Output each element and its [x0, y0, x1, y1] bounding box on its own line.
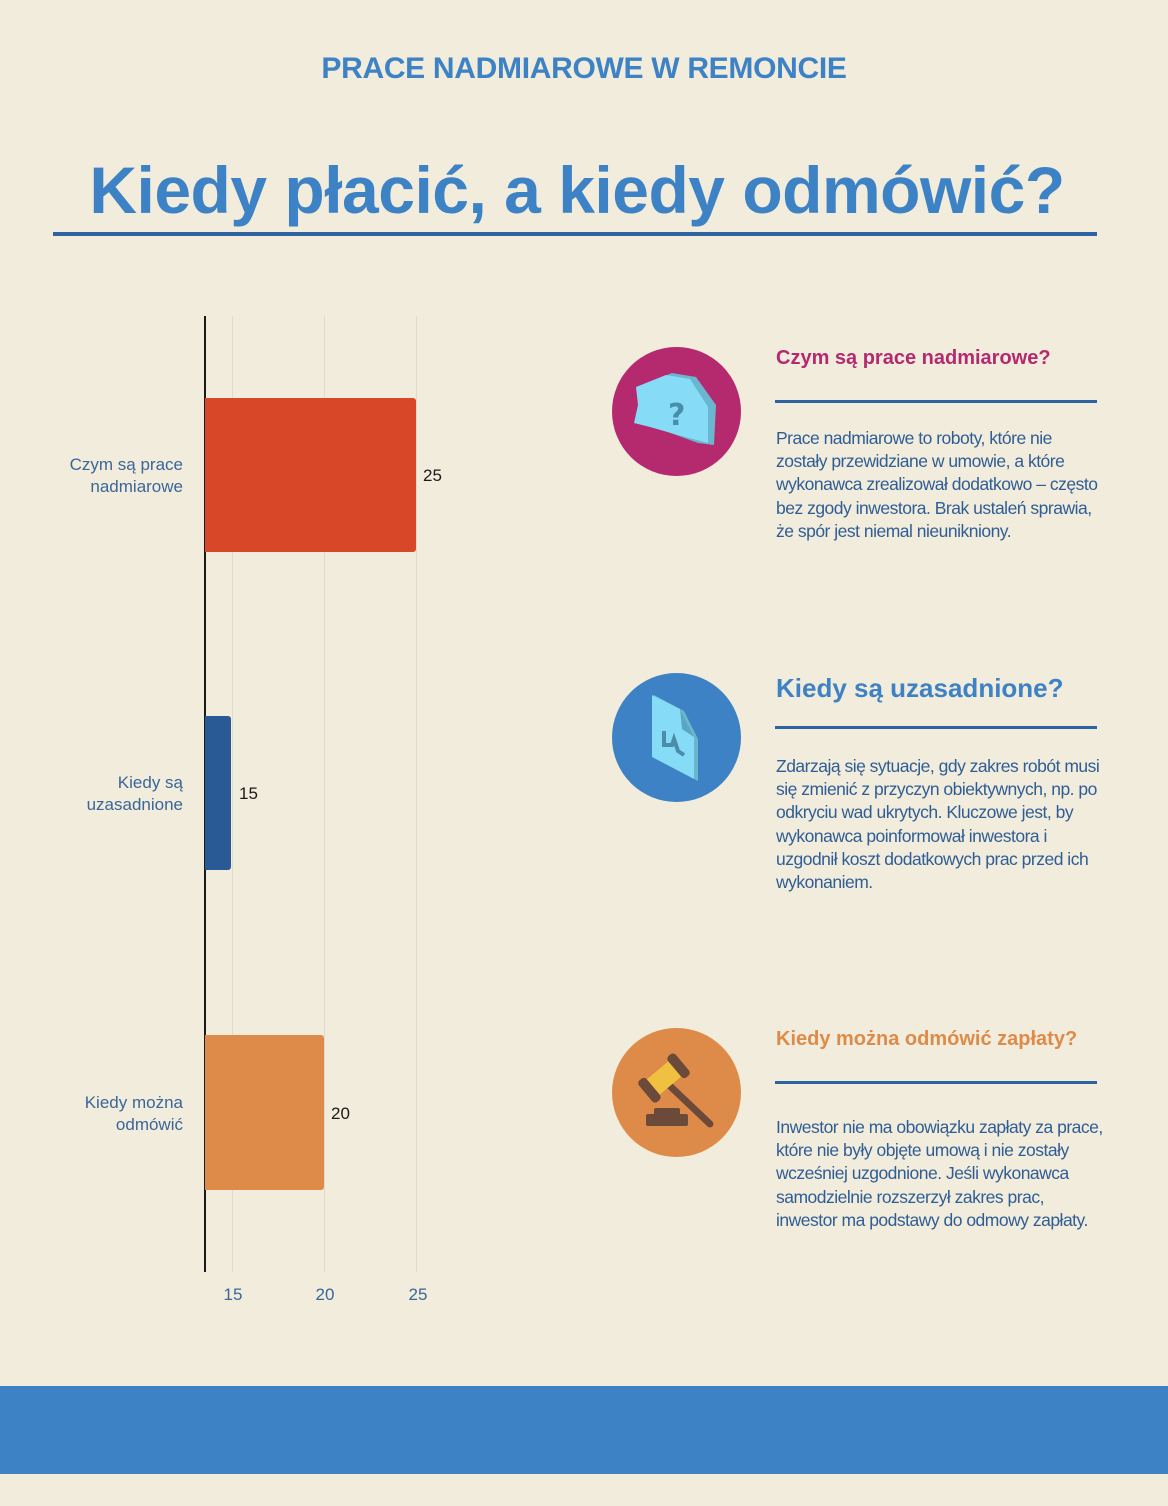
svg-text:?: ?: [668, 398, 685, 433]
category-label-line: Kiedy można: [84, 1093, 183, 1112]
section-title: Kiedy można odmówić zapłaty?: [776, 1028, 1078, 1050]
category-label-line: uzasadnione: [86, 795, 183, 814]
category-label: Kiedy można odmówić: [13, 1092, 183, 1136]
section-divider: [775, 726, 1097, 729]
bar-kiedy-uzasadnione: [205, 716, 231, 870]
category-label-line: Kiedy są: [117, 773, 183, 792]
section-divider: [775, 1081, 1097, 1084]
x-tick-label: 20: [315, 1285, 335, 1304]
title-underline: [53, 232, 1097, 236]
section-divider: [775, 400, 1097, 403]
gridline-25: [416, 316, 417, 1272]
footer-band: [0, 1386, 1168, 1474]
bar-value-label: 15: [239, 784, 258, 803]
gridline-15: [232, 316, 233, 1272]
x-tick-label: 15: [223, 1285, 243, 1304]
section-title: Kiedy są uzasadnione?: [776, 673, 1064, 703]
bar-kiedy-odmowic: [205, 1035, 324, 1190]
section-kiedy-odmowic: Kiedy można odmówić zapłaty? Inwestor ni…: [612, 1028, 1112, 1258]
gavel-icon: [612, 1028, 741, 1157]
section-czym-sa: ? Czym są prace nadmiarowe? Prace nadmia…: [612, 347, 1112, 577]
category-label-line: nadmiarowe: [90, 477, 183, 496]
category-label-line: odmówić: [115, 1115, 183, 1134]
section-body: Inwestor nie ma obowiązku zapłaty za pra…: [776, 1117, 1103, 1230]
section-kiedy-uzasadnione: Kiedy są uzasadnione? Zdarzają się sytua…: [612, 673, 1112, 923]
section-title: Czym są prace nadmiarowe?: [776, 347, 1051, 369]
question-stone-icon: ?: [612, 347, 741, 476]
document-signature-icon: [612, 673, 741, 802]
page-title: Kiedy płacić, a kiedy odmówić?: [89, 153, 1065, 227]
bar-value-label: 20: [331, 1104, 350, 1123]
x-tick-label: 25: [408, 1285, 428, 1304]
bar-chart: Czym są prace nadmiarowe 25 Kiedy są uza…: [0, 300, 560, 1320]
bar-value-label: 25: [423, 466, 442, 485]
section-body: Zdarzają się sytuacje, gdy zakres robót …: [776, 756, 1100, 893]
section-body: Prace nadmiarowe to roboty, które nie zo…: [776, 428, 1098, 541]
category-label-line: Czym są prace: [69, 455, 183, 474]
page-kicker: PRACE NADMIAROWE W REMONCIE: [321, 52, 847, 85]
bar-czym-sa-prace: [205, 398, 416, 552]
category-label: Czym są prace nadmiarowe: [13, 454, 183, 498]
category-label: Kiedy są uzasadnione: [13, 772, 183, 816]
gridline-20: [324, 316, 325, 1272]
